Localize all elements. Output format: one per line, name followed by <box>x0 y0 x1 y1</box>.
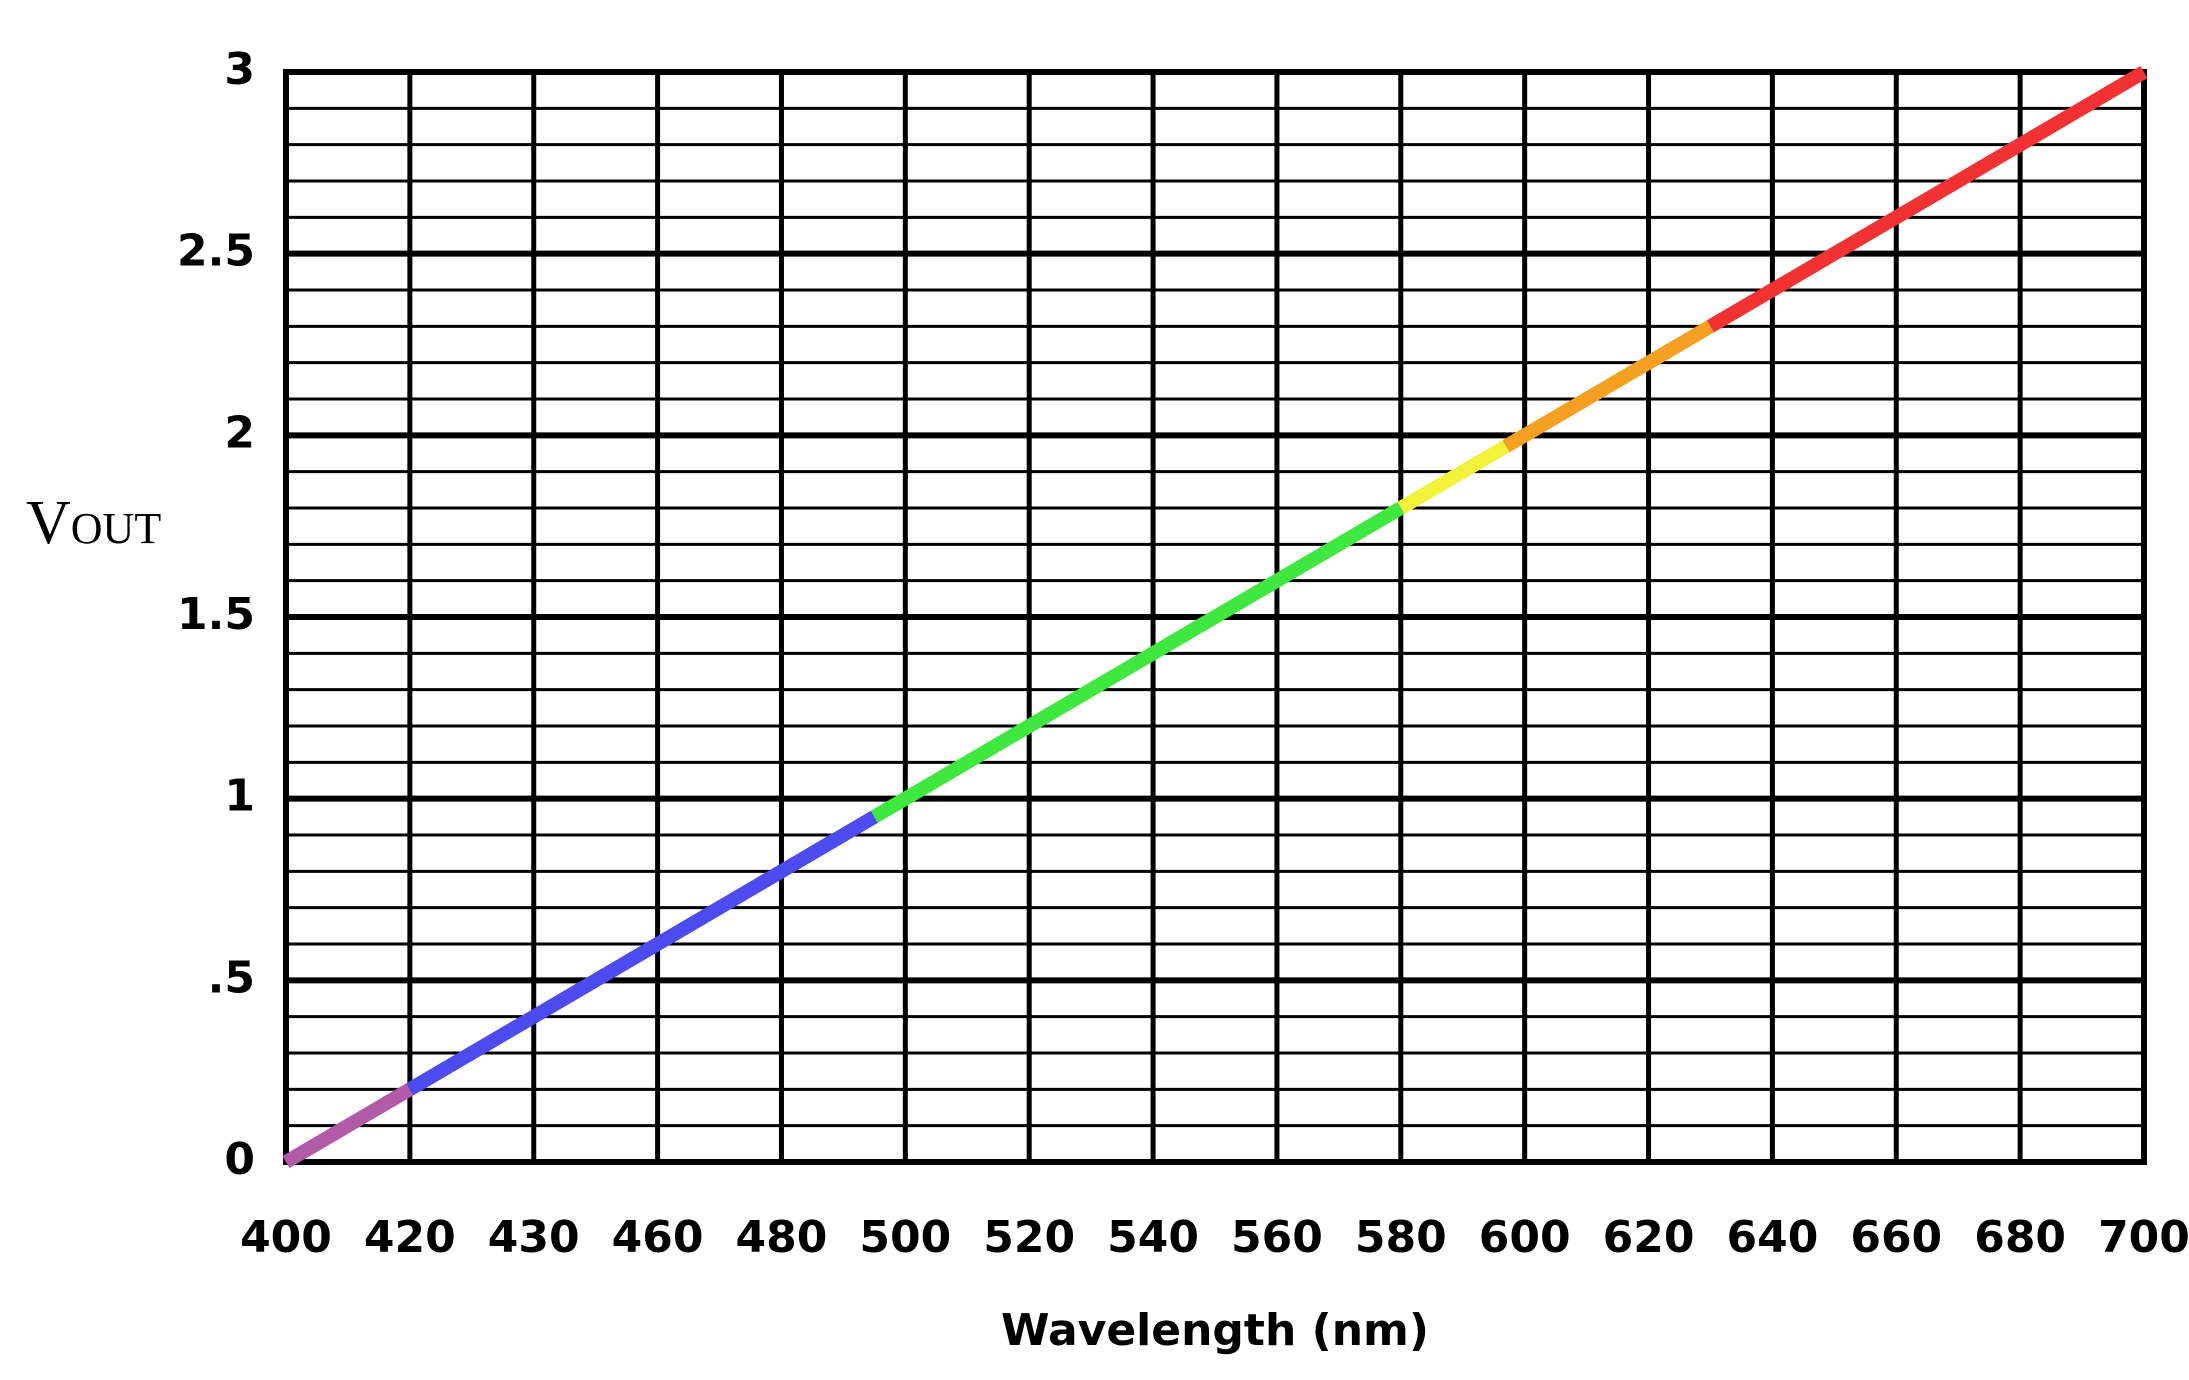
x-tick-label: 620 <box>1603 1212 1695 1263</box>
x-tick-label: 500 <box>859 1212 951 1263</box>
x-tick-label: 580 <box>1355 1212 1447 1263</box>
y-tick-label: 1 <box>224 771 255 822</box>
y-tick-label: 3 <box>224 44 255 95</box>
x-tick-label: 600 <box>1479 1212 1571 1263</box>
y-axis-label: VOUT <box>26 489 162 557</box>
line-segment <box>1502 320 1715 453</box>
y-tick-label: 2 <box>224 407 255 458</box>
y-tick-label: 2.5 <box>177 226 255 277</box>
plot-border <box>283 69 2147 1165</box>
line-segment <box>282 1083 414 1169</box>
x-tick-label: 640 <box>1726 1212 1818 1263</box>
x-tick-label: 680 <box>1974 1212 2066 1263</box>
x-tick-label: 560 <box>1231 1212 1323 1263</box>
x-tick-label: 420 <box>364 1212 456 1263</box>
x-tick-label: 660 <box>1850 1212 1942 1263</box>
line-segment <box>870 501 1405 823</box>
x-tick-label: 520 <box>983 1212 1075 1263</box>
x-axis-label: Wavelength (nm) <box>1001 1305 1429 1356</box>
x-tick-label: 400 <box>240 1212 332 1263</box>
x-tick-label: 480 <box>736 1212 828 1263</box>
y-tick-label: 0 <box>224 1134 255 1185</box>
y-tick-label: .5 <box>208 952 255 1003</box>
x-tick-label: 540 <box>1107 1212 1199 1263</box>
line-segment <box>1397 440 1510 515</box>
x-tick-label: 700 <box>2098 1212 2189 1263</box>
line-segment <box>1706 65 2148 333</box>
line-segment <box>406 810 878 1096</box>
y-tick-label: 1.5 <box>177 589 255 640</box>
x-tick-label: 430 <box>488 1212 580 1263</box>
x-tick-label: 460 <box>612 1212 704 1263</box>
